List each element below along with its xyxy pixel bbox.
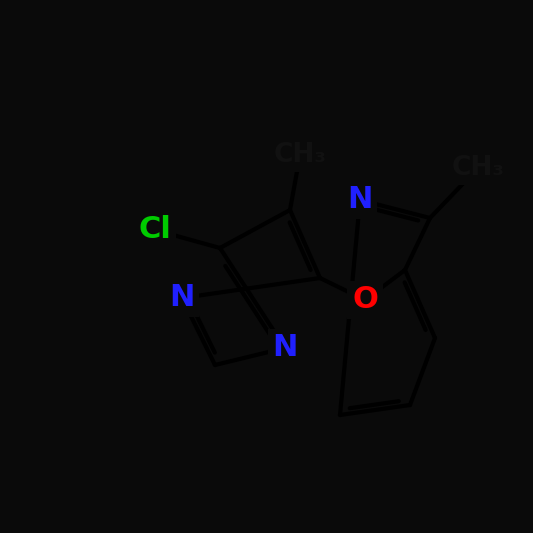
Text: N: N bbox=[169, 284, 195, 312]
Text: O: O bbox=[352, 286, 378, 314]
Text: Cl: Cl bbox=[139, 215, 172, 245]
Text: N: N bbox=[272, 334, 298, 362]
Text: CH₃: CH₃ bbox=[451, 155, 504, 181]
Text: N: N bbox=[348, 185, 373, 214]
Text: CH₃: CH₃ bbox=[273, 142, 326, 168]
